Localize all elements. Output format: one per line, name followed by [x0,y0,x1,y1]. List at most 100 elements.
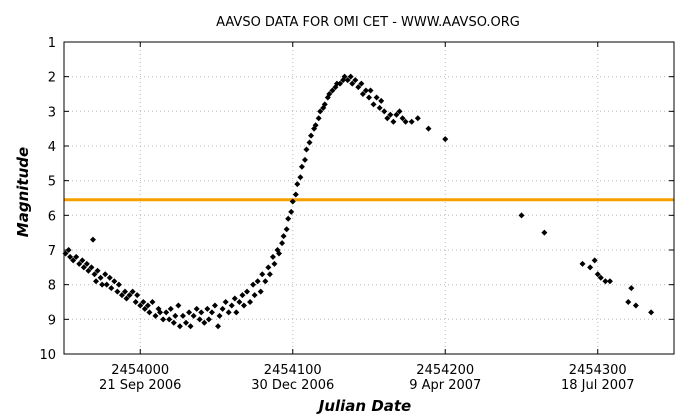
y-tick-label: 3 [48,105,56,120]
data-point [579,260,586,267]
data-point [349,80,356,87]
data-point [298,163,305,170]
data-point [204,305,211,312]
data-point [276,250,283,257]
data-point [518,212,525,219]
data-point [106,274,113,281]
data-point [387,111,394,118]
data-point [341,73,348,80]
x-date-label: 30 Dec 2006 [251,378,334,393]
data-point [381,108,388,115]
x-tick-label: 2454200 [416,363,474,378]
data-point [355,84,362,91]
data-point [308,132,315,139]
y-tick-label: 2 [48,71,56,86]
data-point [219,305,226,312]
data-point [344,77,351,84]
data-point [257,288,264,295]
data-point [79,257,86,264]
data-point [176,323,183,330]
data-point [167,305,174,312]
data-point [236,299,243,305]
data-point [378,97,385,104]
x-date-label: 18 Jul 2007 [561,378,635,393]
data-point [279,240,286,247]
plot-frame [63,41,675,355]
x-date-label: 9 Apr 2007 [409,378,481,393]
data-point [244,288,250,295]
data-point [175,302,182,309]
data-point [602,278,609,285]
data-point [266,271,273,278]
data-point [247,299,254,305]
data-point [163,309,170,316]
data-point [149,299,156,305]
data-point [137,302,144,309]
data-point [292,191,299,198]
grid-lines [64,42,674,354]
data-point [648,309,655,316]
data-point [99,281,106,288]
y-axis-label: Magnitude [14,147,32,237]
data-point [326,91,333,97]
data-point [591,257,598,264]
data-point [196,316,203,323]
data-point [91,271,98,278]
data-point [129,288,136,295]
data-point [216,312,223,319]
data-point [259,271,266,278]
data-point [303,146,310,153]
data-point [186,309,193,316]
data-point [179,312,186,319]
data-point [606,278,613,285]
data-point [152,312,159,319]
data-point [285,215,292,222]
data-point [376,104,383,111]
data-point [94,267,101,274]
x-tick-label: 2454100 [264,363,322,378]
y-axis-ticks: 1 2 3 4 5 6 7 8 9 10 [39,36,674,363]
data-point [628,285,635,292]
data-point [288,208,295,215]
data-point [166,316,173,323]
data-point [233,309,240,316]
data-point [201,319,208,326]
data-point [157,309,164,316]
y-tick-label: 8 [48,279,56,294]
data-points [62,73,655,330]
data-point [85,267,92,274]
data-point [393,111,400,118]
data-point [146,309,153,316]
data-point [134,292,141,299]
data-point [306,139,313,146]
data-point [294,181,301,188]
data-point [114,288,121,295]
data-point [265,264,272,271]
y-tick-label: 7 [48,244,56,259]
data-point [222,299,229,305]
data-point [198,309,205,316]
data-point [370,101,377,108]
y-tick-label: 1 [48,36,56,51]
data-point [396,108,403,115]
data-point [122,288,128,295]
y-tick-label: 10 [39,348,56,363]
data-point [352,77,359,84]
y-tick-label: 4 [48,140,56,155]
data-point [144,302,151,309]
data-point [93,278,100,285]
data-point [312,122,319,129]
data-point [297,174,304,181]
data-point [283,226,290,233]
x-axis-label: Julian Date [316,397,411,415]
data-point [358,80,365,87]
data-point [80,264,87,271]
data-point [67,253,74,260]
x-tick-label: 2454300 [569,363,627,378]
data-point [337,80,344,87]
y-tick-label: 9 [48,313,56,328]
data-point [399,115,406,122]
x-axis-ticks: 2454000 2454100 2454200 2454300 21 Sep 2006 3… [99,42,635,393]
y-tick-label: 5 [48,175,56,190]
